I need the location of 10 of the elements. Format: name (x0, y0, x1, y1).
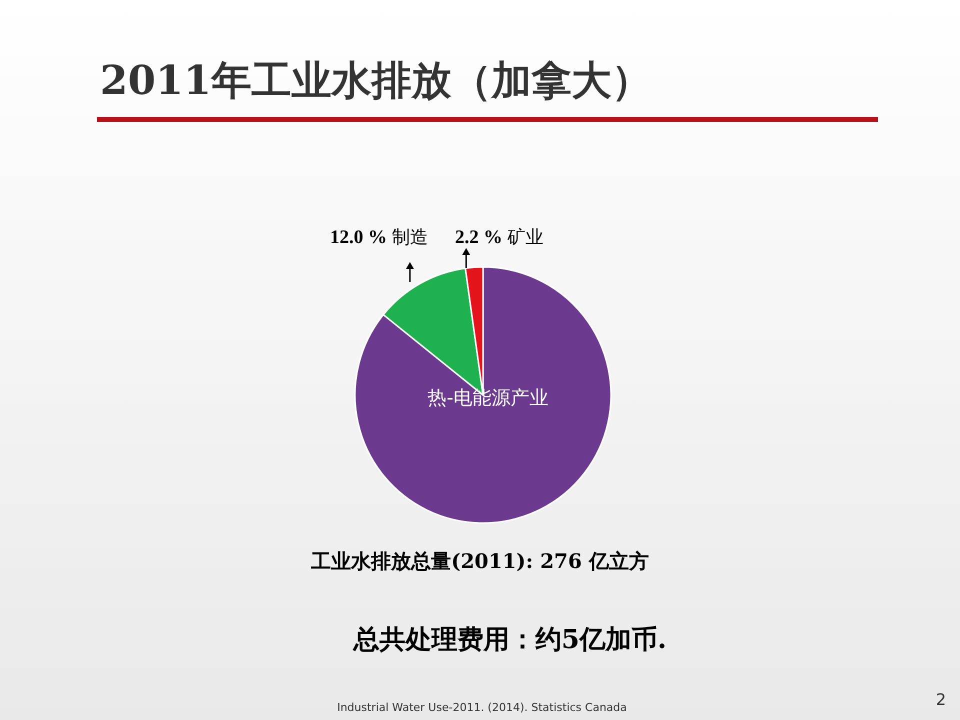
text: 总共处理费用：约5亿加币. (352, 625, 667, 655)
slice-label: 制造 (392, 227, 428, 248)
text: 2 (936, 690, 946, 709)
data-label: 2.2 % (455, 227, 508, 248)
slice-label: 矿业 (506, 227, 544, 248)
text: 工业水排放总量(2011): 276 亿立方 (310, 549, 649, 573)
data-label: 12.0 % (330, 227, 392, 248)
pie-slice (354, 266, 612, 524)
text: Industrial Water Use-2011. (2014). Statistics Canada (337, 701, 627, 714)
chart-title: 2011年工业水排放（加拿大） (100, 57, 652, 104)
